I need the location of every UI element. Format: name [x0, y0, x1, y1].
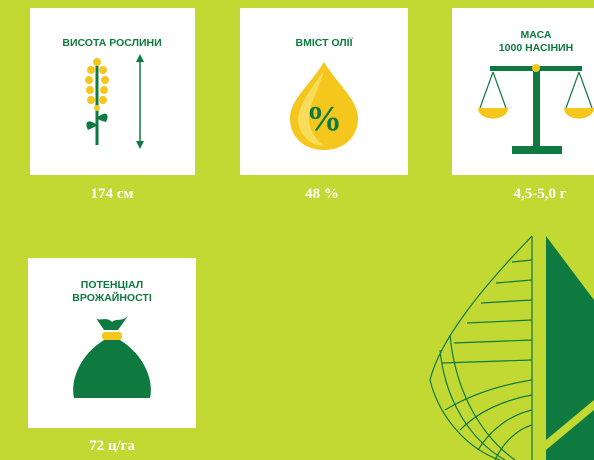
card-value: 72 ц/га — [89, 438, 135, 454]
card-title: ВМІСТ ОЛІЇ — [296, 36, 354, 49]
plant-icon — [85, 54, 144, 149]
card-title: МАСА — [521, 29, 552, 41]
oil-drop-icon — [290, 62, 358, 150]
card-title: ПОТЕНЦІАЛ — [81, 279, 143, 291]
card-value: 174 см — [90, 186, 133, 202]
card-title: 1000 НАСІНИН — [499, 42, 573, 54]
icon-text: % — [306, 98, 342, 138]
leaf-decoration — [429, 235, 594, 460]
bag-icon — [73, 316, 151, 398]
card-value: 48 % — [305, 186, 339, 202]
card-title: ВИСОТА РОСЛИНИ — [62, 37, 161, 49]
card — [30, 8, 195, 175]
card-title: ВРОЖАЙНОСТІ — [72, 291, 152, 304]
card-value: 4,5-5,0 г — [513, 186, 566, 202]
scale-icon — [478, 64, 594, 154]
